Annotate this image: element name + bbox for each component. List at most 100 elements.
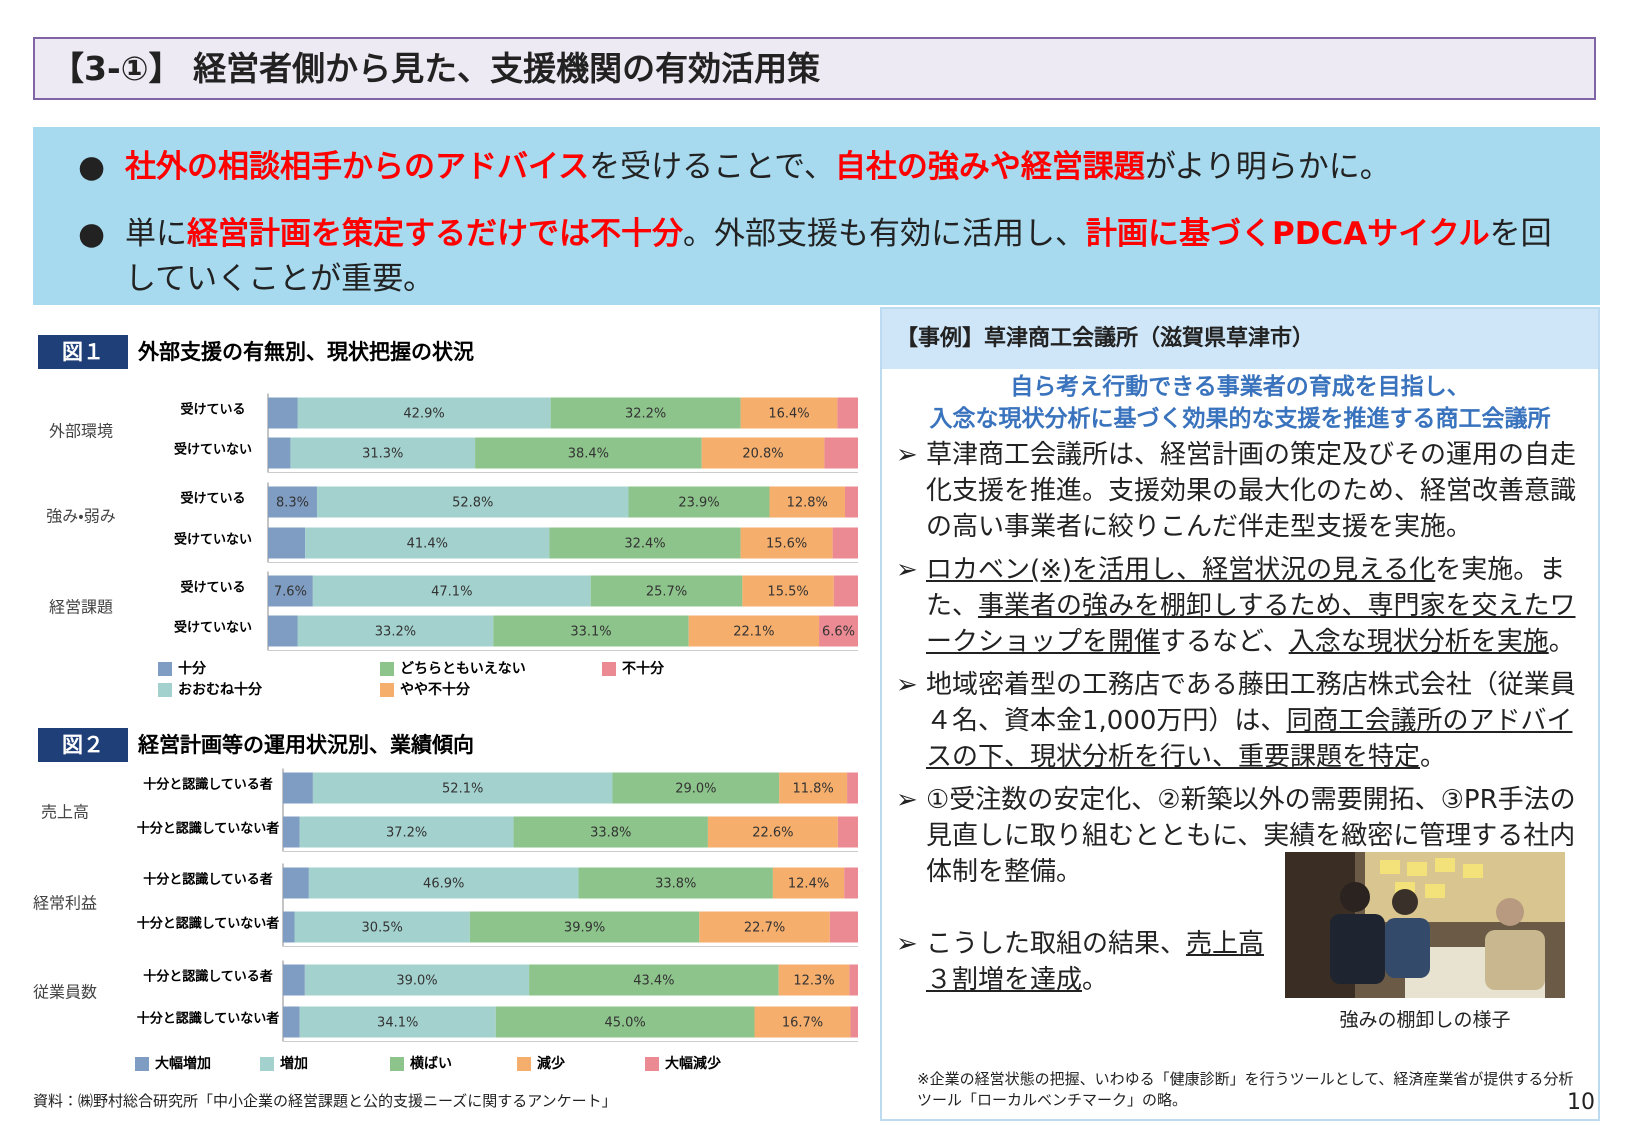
value-label: 15.5% — [767, 585, 808, 600]
bar-segment — [778, 964, 850, 996]
value-label: 34.1% — [377, 1016, 418, 1031]
group-label: 強み・弱み — [46, 507, 115, 526]
underlined-text: 事業者の強みを棚卸しするため、専門家を交えたワークショップを開催 — [926, 591, 1576, 657]
item-marker: ➢ — [896, 440, 918, 470]
bar-segment — [740, 397, 838, 429]
value-label: 33.8% — [590, 826, 631, 841]
bar-segment — [297, 615, 494, 647]
bar-segment — [283, 816, 300, 848]
legend-swatch — [380, 683, 394, 697]
photo — [1285, 852, 1565, 998]
value-label: 8.3% — [276, 496, 309, 511]
bar-segment — [845, 486, 858, 518]
bar-segment — [299, 1006, 496, 1038]
case-header: 【事例】草津商工会議所（滋賀県草津市） — [882, 309, 1598, 369]
value-label: 20.8% — [742, 447, 783, 462]
legend-swatch — [158, 683, 172, 697]
legend-swatch — [260, 1057, 274, 1071]
bar-segment — [837, 397, 858, 429]
case-subtitle: 自ら考え行動できる事業者の育成を目指し、 入念な現状分析に基づく効果的な支援を推… — [882, 371, 1598, 435]
text: 。外部支援も有効に活用し、 — [683, 216, 1086, 252]
bar-segment — [268, 486, 317, 518]
value-label: 22.7% — [744, 921, 785, 936]
legend-label: 横ばい — [410, 1055, 452, 1072]
bar-segment — [475, 437, 702, 469]
legend-label: おおむね十分 — [178, 681, 263, 698]
item-marker: ➢ — [896, 785, 918, 815]
category-label: 十分と認識していない者 — [137, 916, 280, 932]
value-label: 11.8% — [792, 782, 833, 797]
value-label: 52.8% — [452, 496, 493, 511]
bar-segment — [529, 964, 779, 996]
bar-segment — [268, 437, 291, 469]
value-label: 25.7% — [646, 585, 687, 600]
text: 草津商工会議所は、経営計画の策定及びその運用の自走化支援を推進。支援効果の最大化… — [926, 440, 1577, 542]
text: ①受注数の安定化、②新築以外の需要開拓、③PR手法の見直しに取り組むとともに、実… — [926, 785, 1576, 887]
figure-label-box — [38, 728, 128, 762]
item-text: ロカベン(※)を活用し、経営状況の見える化を実施。また、事業者の強みを棚卸しする… — [926, 552, 1596, 660]
underlined-text: 入念な現状分析を実施 — [1288, 627, 1549, 657]
text: 地域密着型の工務店である藤田工務店株式会社（従業員４名、資本金1,000万円）は… — [926, 670, 1576, 736]
group-label: 経営課題 — [49, 598, 113, 617]
emphasis-text: 自社の強みや経営課題 — [834, 149, 1145, 185]
category-label: 受けている — [180, 491, 245, 507]
value-label: 16.4% — [768, 407, 809, 422]
bullet-text: 社外の相談相手からのアドバイスを受けることで、自社の強みや経営課題がより明らかに… — [125, 145, 1565, 190]
bar-segment — [578, 867, 773, 899]
bar-segment — [819, 615, 858, 647]
item-text: ①受注数の安定化、②新築以外の需要開拓、③PR手法の見直しに取り組むとともに、実… — [926, 782, 1596, 890]
value-label: 47.1% — [431, 585, 472, 600]
category-label: 十分と認識している者 — [143, 872, 273, 888]
emphasis-text: 経営計画を策定するだけでは不十分 — [187, 216, 683, 252]
bar-segment — [268, 575, 313, 607]
value-label: 37.2% — [386, 826, 427, 841]
text: するなど、 — [1160, 627, 1289, 657]
underlined-text: 同商工会議所のアドバイスの下、現状分析を行い、重要課題を特定 — [926, 706, 1573, 772]
value-label: 12.4% — [788, 877, 829, 892]
bar-segment — [754, 1006, 851, 1038]
bar-segment — [850, 1006, 858, 1038]
bar-segment — [283, 1006, 300, 1038]
value-label: 22.1% — [733, 625, 774, 640]
value-label: 43.4% — [633, 974, 674, 989]
bar-segment — [824, 437, 858, 469]
bar-segment — [779, 772, 848, 804]
value-label: 15.6% — [766, 537, 807, 552]
group-label: 売上高 — [41, 803, 89, 822]
bar-segment — [832, 527, 858, 559]
bar-segment — [612, 772, 780, 804]
bar-segment — [283, 867, 309, 899]
chart-title: 経営計画等の運用状況別、業績傾向 — [137, 733, 474, 757]
text: がより明らかに。 — [1144, 149, 1391, 185]
photo-caption: 強みの棚卸しの様子 — [1339, 1009, 1511, 1031]
case-panel: 【事例】草津商工会議所（滋賀県草津市） 自ら考え行動できる事業者の育成を目指し、… — [880, 307, 1600, 1121]
bar-segment — [513, 816, 708, 848]
figure-label: 図２ — [62, 733, 104, 757]
underlined-text: 売上高３割増を達成 — [926, 929, 1265, 995]
bar-segment — [769, 486, 846, 518]
bar-segment — [305, 527, 550, 559]
legend-label: やや不十分 — [400, 681, 471, 698]
item-text: 草津商工会議所は、経営計画の策定及びその運用の自走化支援を推進。支援効果の最大化… — [926, 437, 1596, 545]
text: 。 — [1548, 627, 1575, 657]
category-label: 受けている — [180, 580, 245, 596]
text: を受けることで、 — [589, 149, 835, 185]
group-label: 経常利益 — [33, 894, 97, 913]
bar-segment — [299, 816, 514, 848]
text: 。 — [1082, 965, 1109, 995]
bullet-text: 単に経営計画を策定するだけでは不十分。外部支援も有効に活用し、計画に基づくPDC… — [125, 212, 1565, 302]
value-label: 29.0% — [675, 782, 716, 797]
text: を実施。また、 — [926, 555, 1566, 621]
item-marker: ➢ — [896, 929, 918, 959]
text: こうした取組の結果、 — [926, 929, 1187, 959]
bar-segment — [308, 867, 579, 899]
value-label: 39.9% — [564, 921, 605, 936]
legend-swatch — [602, 662, 616, 676]
value-label: 6.6% — [822, 625, 855, 640]
bar-segment — [268, 527, 306, 559]
value-label: 38.4% — [568, 447, 609, 462]
bar-segment — [837, 816, 858, 848]
bar-segment — [290, 437, 476, 469]
legend-label: 減少 — [537, 1055, 565, 1072]
